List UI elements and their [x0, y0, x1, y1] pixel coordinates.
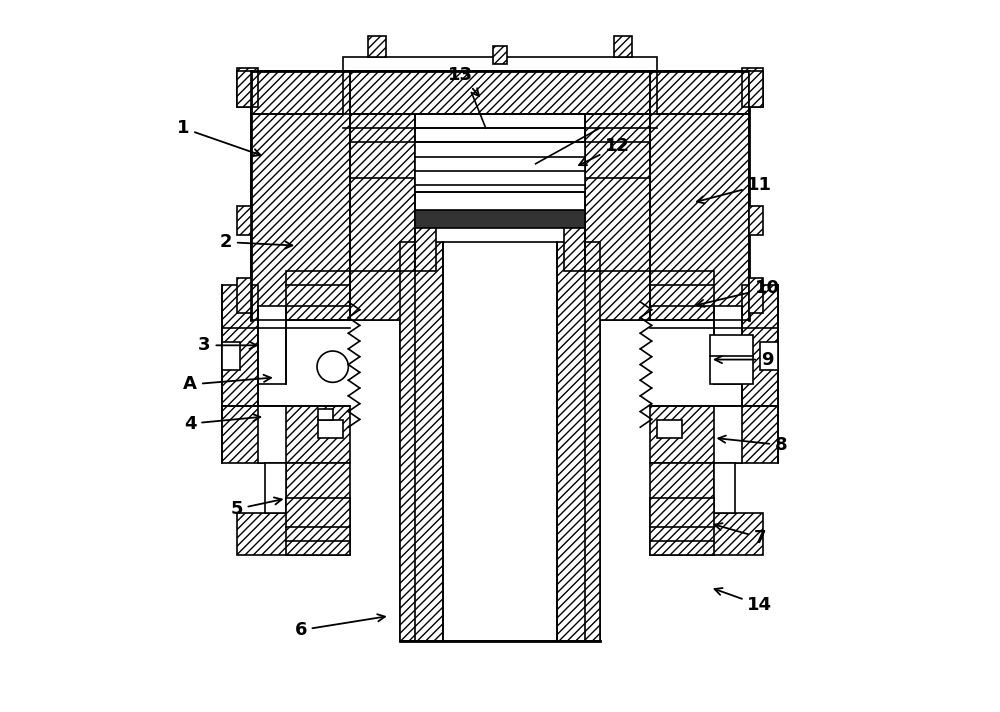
Polygon shape [251, 114, 350, 320]
Text: 8: 8 [718, 436, 788, 454]
Bar [237, 206, 251, 235]
Bar [415, 199, 436, 271]
Bar [714, 406, 742, 463]
Polygon shape [650, 114, 749, 320]
Bar [237, 278, 251, 313]
Polygon shape [585, 114, 650, 320]
Text: 14: 14 [715, 588, 772, 614]
Text: 2: 2 [220, 233, 292, 251]
Polygon shape [251, 71, 343, 114]
Text: 6: 6 [294, 614, 385, 639]
Bar [258, 406, 286, 463]
Bar [650, 406, 778, 463]
Bar [415, 114, 585, 271]
Text: 5: 5 [230, 498, 282, 518]
Bar [258, 306, 286, 384]
Bar [237, 68, 258, 107]
Bar [286, 498, 350, 555]
Text: A: A [183, 375, 271, 394]
Text: 4: 4 [184, 414, 260, 433]
Bar [714, 306, 742, 384]
Bar [714, 463, 735, 513]
Bar [749, 206, 763, 235]
Bar [443, 242, 557, 641]
Text: 1: 1 [177, 119, 261, 156]
Bar [318, 409, 333, 420]
Bar [343, 71, 657, 114]
Text: 13: 13 [448, 66, 479, 96]
Bar [222, 342, 240, 370]
Bar [350, 114, 415, 320]
Text: 7: 7 [715, 523, 766, 547]
Polygon shape [350, 114, 415, 320]
Polygon shape [657, 71, 749, 114]
Bar [368, 36, 386, 57]
Bar [760, 342, 778, 370]
Bar [286, 463, 350, 513]
Bar [237, 71, 251, 107]
Bar [415, 210, 585, 228]
Bar [251, 71, 350, 320]
Bar [614, 36, 632, 57]
Bar [749, 71, 763, 107]
Polygon shape [650, 271, 714, 320]
Text: 10: 10 [697, 279, 780, 307]
Bar [710, 335, 753, 384]
Bar [749, 278, 763, 313]
Text: 12: 12 [579, 137, 630, 165]
Bar [650, 463, 714, 513]
Bar [585, 114, 650, 320]
Polygon shape [557, 242, 600, 641]
Bar [343, 57, 657, 71]
Bar [237, 513, 350, 555]
Bar [415, 142, 585, 192]
Bar [318, 420, 343, 438]
Bar [742, 285, 778, 406]
Bar [415, 142, 585, 214]
Text: 3: 3 [198, 336, 257, 355]
Bar [657, 420, 682, 438]
Bar [557, 242, 600, 641]
Text: 9: 9 [715, 350, 773, 369]
Polygon shape [286, 271, 350, 320]
Bar [742, 68, 763, 107]
Bar [650, 513, 763, 555]
Bar [650, 498, 714, 555]
Bar [650, 71, 749, 320]
Bar [564, 199, 585, 271]
Bar [222, 285, 258, 406]
Polygon shape [400, 242, 443, 641]
Text: 11: 11 [697, 176, 772, 204]
Bar [222, 406, 350, 463]
Bar [493, 46, 507, 64]
Bar [400, 242, 443, 641]
Bar [265, 463, 286, 513]
